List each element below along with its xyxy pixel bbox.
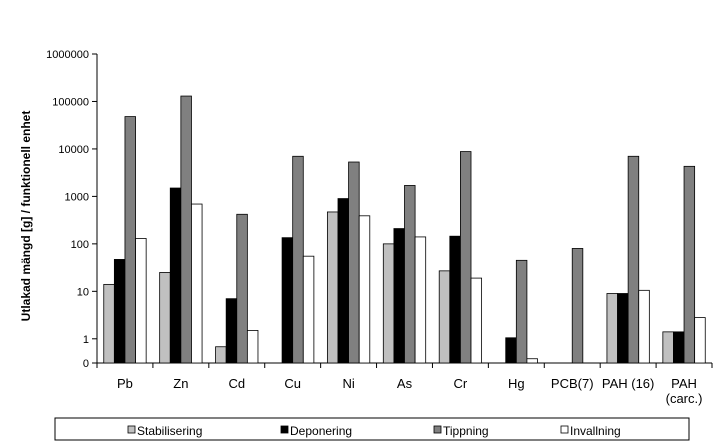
bar-deponering — [505, 337, 517, 364]
category-label: Pb — [117, 376, 133, 391]
y-tick-label: 0 — [83, 358, 89, 370]
bar-deponering — [113, 259, 126, 364]
bar-deponering — [673, 331, 685, 364]
bar-invallning — [638, 289, 650, 364]
bar-stabilisering — [103, 283, 115, 364]
bar-stabilisering — [382, 243, 395, 364]
legend: Stabilisering Deponering Tippning Invallnin… — [54, 417, 690, 441]
legend-swatch — [127, 425, 136, 434]
bar-stabilisering — [438, 270, 451, 364]
bar-invallning — [694, 317, 706, 364]
bar-invallning — [526, 358, 538, 364]
bar-deponering — [169, 187, 182, 364]
bar-stabilisering — [159, 272, 171, 364]
legend-label: Invallning — [570, 424, 621, 438]
bar-tippning — [404, 185, 416, 364]
legend-swatch — [280, 425, 289, 434]
bars — [103, 95, 706, 364]
category-axis: Pb Zn Cd Cu Ni As Cr Hg PCB(7) PAH (16) PAH(carc.) — [96, 363, 713, 406]
category-label: Hg — [508, 376, 525, 391]
y-tick-label: 100 — [71, 239, 89, 251]
category-label: Zn — [173, 376, 188, 391]
category-label: Ni — [342, 376, 354, 391]
bar-deponering — [225, 298, 238, 364]
bar-tippning — [571, 248, 584, 364]
bar-invallning — [414, 236, 427, 364]
bar-tippning — [627, 155, 640, 364]
y-tick-label: 10 — [77, 286, 89, 298]
legend-label: Tippning — [443, 424, 489, 438]
bar-tippning — [236, 213, 248, 364]
bar-invallning — [191, 203, 203, 364]
legend-box — [54, 417, 690, 441]
bar-deponering — [617, 293, 629, 364]
y-tick-label: 100000 — [52, 96, 89, 108]
bar-invallning — [358, 215, 371, 364]
bar-invallning — [470, 277, 483, 364]
y-tick-label: 1000000 — [46, 49, 89, 61]
bar-invallning — [246, 330, 259, 364]
category-label: Cd — [228, 376, 245, 391]
bar-deponering — [393, 228, 405, 364]
bar-invallning — [302, 255, 315, 364]
bar-deponering — [281, 237, 294, 364]
bar-tippning — [180, 95, 192, 364]
category-label: Cu — [284, 376, 301, 391]
legend-label: Stabilisering — [137, 424, 202, 438]
legend-label: Deponering — [290, 424, 352, 438]
bar-stabilisering — [606, 293, 618, 364]
bar-tippning — [124, 116, 136, 364]
bar-invallning — [135, 238, 147, 364]
category-label: (carc.) — [666, 391, 703, 406]
y-tick-label: 1000 — [65, 191, 89, 203]
bar-stabilisering — [215, 346, 227, 364]
category-label: As — [397, 376, 413, 391]
bar-deponering — [449, 235, 461, 364]
bar-stabilisering — [662, 331, 674, 364]
category-label: PCB(7) — [551, 376, 594, 391]
y-tick-label: 10000 — [58, 144, 89, 156]
bar-stabilisering — [326, 211, 339, 364]
bar-tippning — [460, 151, 472, 364]
category-label: Cr — [454, 376, 468, 391]
legend-swatch — [560, 425, 569, 434]
bar-tippning — [348, 161, 360, 364]
bar-tippning — [292, 155, 304, 364]
category-label: PAH — [671, 376, 697, 391]
bar-tippning — [683, 165, 696, 364]
y-tick-label: 1 — [83, 334, 89, 346]
bar-tippning — [515, 259, 528, 364]
bar-deponering — [337, 198, 349, 364]
legend-swatch — [433, 425, 442, 434]
y-axis-label: Utlakad mängd [g] / funktionell enhet — [19, 111, 33, 322]
category-label: PAH (16) — [602, 376, 655, 391]
